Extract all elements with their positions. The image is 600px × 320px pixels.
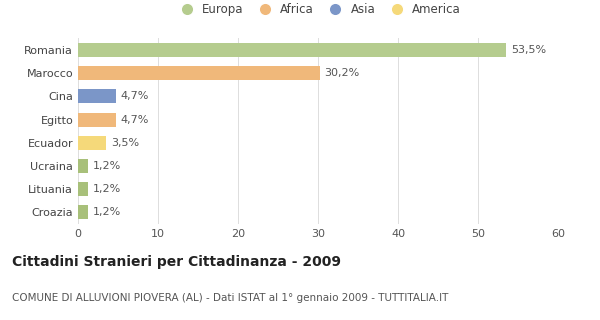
Text: 4,7%: 4,7%: [121, 115, 149, 124]
Bar: [78, 182, 88, 196]
Bar: [78, 43, 506, 57]
Bar: [78, 136, 106, 150]
Text: 3,5%: 3,5%: [111, 138, 139, 148]
Bar: [78, 159, 88, 173]
Text: 1,2%: 1,2%: [92, 207, 121, 217]
Text: 1,2%: 1,2%: [92, 184, 121, 194]
Legend: Europa, Africa, Asia, America: Europa, Africa, Asia, America: [175, 4, 461, 16]
Text: 30,2%: 30,2%: [325, 68, 359, 78]
Bar: [78, 205, 88, 220]
Text: Cittadini Stranieri per Cittadinanza - 2009: Cittadini Stranieri per Cittadinanza - 2…: [12, 255, 341, 268]
Text: 4,7%: 4,7%: [121, 92, 149, 101]
Bar: [78, 90, 116, 103]
Text: COMUNE DI ALLUVIONI PIOVERA (AL) - Dati ISTAT al 1° gennaio 2009 - TUTTITALIA.IT: COMUNE DI ALLUVIONI PIOVERA (AL) - Dati …: [12, 293, 448, 303]
Text: 53,5%: 53,5%: [511, 45, 546, 55]
Bar: [78, 113, 116, 126]
Bar: [78, 66, 320, 80]
Text: 1,2%: 1,2%: [92, 161, 121, 171]
